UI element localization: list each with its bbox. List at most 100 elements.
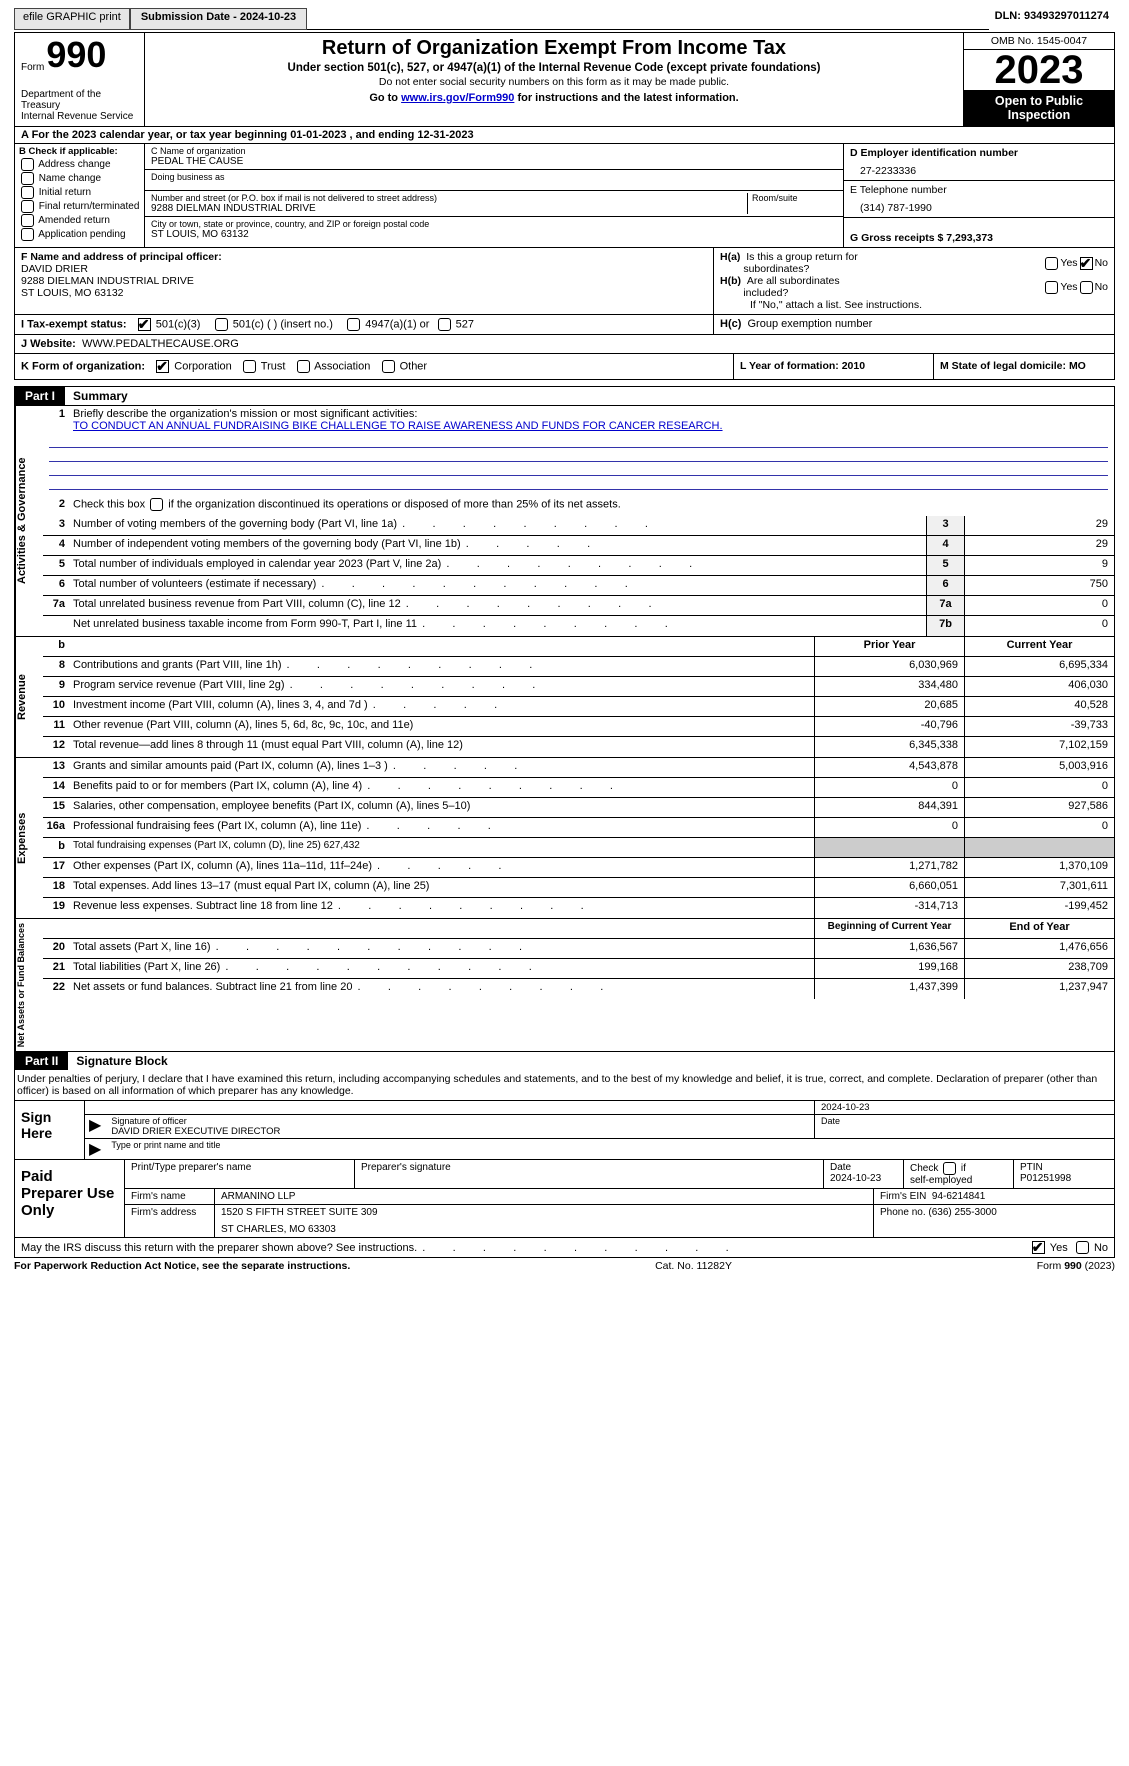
- form-number: 990: [46, 37, 106, 73]
- l21-text: Total liabilities (Part X, line 26): [69, 959, 814, 978]
- hdr-curr: Current Year: [964, 637, 1114, 656]
- ha-yes[interactable]: [1045, 257, 1058, 270]
- l11-curr: -39,733: [964, 717, 1114, 736]
- ha-label: H(a) Is this a group return for subordin…: [720, 251, 1043, 275]
- website-value: WWW.PEDALTHECAUSE.ORG: [82, 338, 239, 350]
- check-amended-return[interactable]: Amended return: [19, 214, 140, 227]
- check-application-pending[interactable]: Application pending: [19, 228, 140, 241]
- room-label: Room/suite: [752, 193, 837, 203]
- firm-name-label: Firm's name: [125, 1189, 215, 1204]
- side-net-assets: Net Assets or Fund Balances: [15, 919, 43, 1051]
- l3-val: 29: [964, 516, 1114, 535]
- prep-ptin: P01251998: [1020, 1173, 1071, 1184]
- form-word: Form: [21, 62, 44, 73]
- k-assoc[interactable]: [297, 360, 310, 373]
- hb-no[interactable]: [1080, 281, 1093, 294]
- hb-yes[interactable]: [1045, 281, 1058, 294]
- addr-label: Number and street (or P.O. box if mail i…: [151, 193, 747, 203]
- discuss-yes[interactable]: [1032, 1241, 1045, 1254]
- top-bar: efile GRAPHIC print Submission Date - 20…: [14, 8, 1115, 30]
- arrow-icon: ▶: [85, 1139, 105, 1159]
- prep-self-emp-check[interactable]: [943, 1162, 956, 1175]
- l4-text: Number of independent voting members of …: [69, 536, 926, 555]
- l9-curr: 406,030: [964, 677, 1114, 696]
- sign-date-top: 2024-10-23: [814, 1101, 1114, 1114]
- l9-prior: 334,480: [814, 677, 964, 696]
- k-corp[interactable]: [156, 360, 169, 373]
- l19-prior: -314,713: [814, 898, 964, 918]
- sig-officer-name: DAVID DRIER EXECUTIVE DIRECTOR: [111, 1126, 808, 1137]
- firm-phone: (636) 255-3000: [928, 1207, 996, 1218]
- prep-sig-label: Preparer's signature: [355, 1160, 824, 1188]
- dept-treasury: Department of the Treasury Internal Reve…: [21, 89, 138, 122]
- ein-label: D Employer identification number: [850, 147, 1108, 159]
- l6-text: Total number of volunteers (estimate if …: [69, 576, 926, 595]
- l16b-text: Total fundraising expenses (Part IX, col…: [69, 838, 814, 857]
- sig-name-label: Type or print name and title: [105, 1139, 1114, 1159]
- firm-addr2: ST CHARLES, MO 63303: [221, 1218, 867, 1235]
- l14-curr: 0: [964, 778, 1114, 797]
- check-initial-return[interactable]: Initial return: [19, 186, 140, 199]
- prep-date: 2024-10-23: [830, 1173, 881, 1184]
- mission-text: TO CONDUCT AN ANNUAL FUNDRAISING BIKE CH…: [73, 420, 723, 432]
- part2-header: Part II Signature Block: [14, 1052, 1115, 1070]
- m-state: M State of legal domicile: MO: [934, 354, 1114, 379]
- firm-addr-label: Firm's address: [125, 1205, 215, 1237]
- ha-no[interactable]: [1080, 257, 1093, 270]
- phone-label: E Telephone number: [850, 184, 1108, 196]
- officer-addr: 9288 DIELMAN INDUSTRIAL DRIVE: [21, 275, 707, 287]
- cat-no: Cat. No. 11282Y: [655, 1260, 732, 1272]
- l8-text: Contributions and grants (Part VIII, lin…: [69, 657, 814, 676]
- l12-prior: 6,345,338: [814, 737, 964, 757]
- l10-text: Investment income (Part VIII, column (A)…: [69, 697, 814, 716]
- form-footer: Form 990 (2023): [1037, 1260, 1115, 1272]
- l16a-prior: 0: [814, 818, 964, 837]
- l11-text: Other revenue (Part VIII, column (A), li…: [69, 717, 814, 736]
- hb-note: If "No," attach a list. See instructions…: [720, 299, 1108, 311]
- l15-curr: 927,586: [964, 798, 1114, 817]
- l11-prior: -40,796: [814, 717, 964, 736]
- sig-officer-label: Signature of officer: [111, 1116, 808, 1126]
- page-footer: For Paperwork Reduction Act Notice, see …: [14, 1258, 1115, 1274]
- sign-date-label: Date: [814, 1115, 1114, 1138]
- hdr-end: End of Year: [964, 919, 1114, 938]
- l9-text: Program service revenue (Part VIII, line…: [69, 677, 814, 696]
- firm-addr1: 1520 S FIFTH STREET SUITE 309: [221, 1207, 867, 1218]
- l6-val: 750: [964, 576, 1114, 595]
- irs-link[interactable]: www.irs.gov/Form990: [401, 92, 514, 104]
- k-other[interactable]: [382, 360, 395, 373]
- i-501c[interactable]: [215, 318, 228, 331]
- k-trust[interactable]: [243, 360, 256, 373]
- org-name-label: C Name of organization: [151, 146, 837, 156]
- firm-ein: 94-6214841: [932, 1191, 985, 1202]
- check-name-change[interactable]: Name change: [19, 172, 140, 185]
- l15-prior: 844,391: [814, 798, 964, 817]
- hc-label: H(c) Group exemption number: [714, 315, 1114, 334]
- l7a-val: 0: [964, 596, 1114, 615]
- hb-label: H(b) Are all subordinates included?: [720, 275, 1043, 299]
- l17-text: Other expenses (Part IX, column (A), lin…: [69, 858, 814, 877]
- discuss-no[interactable]: [1076, 1241, 1089, 1254]
- l14-prior: 0: [814, 778, 964, 797]
- form-header: Form 990 Department of the Treasury Inte…: [14, 32, 1115, 127]
- efile-print-button[interactable]: efile GRAPHIC print: [14, 8, 130, 30]
- gross-receipts: G Gross receipts $ 7,293,373: [850, 232, 1108, 244]
- l13-prior: 4,543,878: [814, 758, 964, 777]
- officer-city: ST LOUIS, MO 63132: [21, 287, 707, 299]
- phone-value: (314) 787-1990: [850, 196, 1108, 214]
- addr-value: 9288 DIELMAN INDUSTRIAL DRIVE: [151, 203, 747, 214]
- row-j: J Website: WWW.PEDALTHECAUSE.ORG: [14, 335, 1115, 354]
- sig-intro: Under penalties of perjury, I declare th…: [14, 1070, 1115, 1101]
- check-final-return[interactable]: Final return/terminated: [19, 200, 140, 213]
- form-subtitle-1: Under section 501(c), 527, or 4947(a)(1)…: [153, 62, 955, 74]
- l18-prior: 6,660,051: [814, 878, 964, 897]
- i-501c3[interactable]: [138, 318, 151, 331]
- l2-check[interactable]: [150, 498, 163, 511]
- check-address-change[interactable]: Address change: [19, 158, 140, 171]
- hdr-prior: Prior Year: [814, 637, 964, 656]
- mission-label: Briefly describe the organization's miss…: [73, 408, 417, 420]
- i-4947[interactable]: [347, 318, 360, 331]
- i-527[interactable]: [438, 318, 451, 331]
- l18-curr: 7,301,611: [964, 878, 1114, 897]
- l20-begin: 1,636,567: [814, 939, 964, 958]
